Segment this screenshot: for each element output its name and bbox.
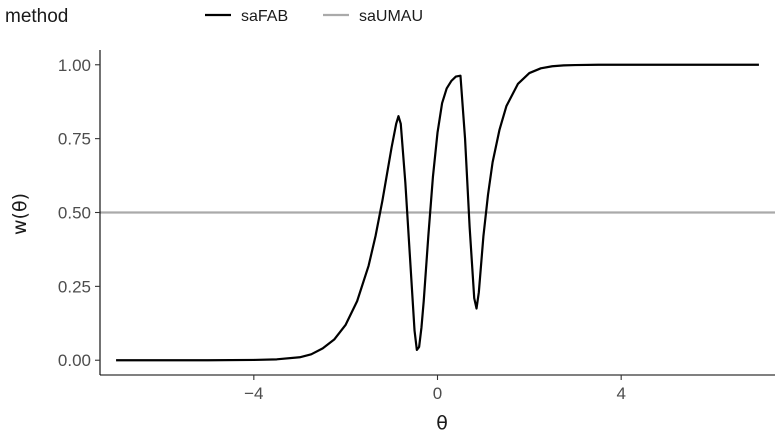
legend-title: method xyxy=(5,6,68,27)
y-tick-label: 0.00 xyxy=(58,351,91,370)
y-tick-label: 0.50 xyxy=(58,204,91,223)
y-tick-label: 1.00 xyxy=(58,56,91,75)
y-axis-ticks: 0.00 0.25 0.50 0.75 1.00 xyxy=(58,56,100,370)
x-tick-label: −4 xyxy=(244,384,263,403)
legend-label-saumau: saUMAU xyxy=(359,8,423,25)
x-axis-ticks: −4 0 4 xyxy=(244,375,626,403)
y-tick-label: 0.75 xyxy=(58,130,91,149)
x-tick-label: 4 xyxy=(616,384,625,403)
legend-label-safab: saFAB xyxy=(241,8,288,25)
legend: method saFAB saUMAU xyxy=(5,6,423,27)
plot-area xyxy=(100,63,775,362)
y-tick-label: 0.25 xyxy=(58,277,91,296)
y-axis-title: w(θ) xyxy=(9,193,31,235)
x-tick-label: 0 xyxy=(433,384,442,403)
series-line-safab xyxy=(116,63,759,362)
x-axis-title: θ xyxy=(436,412,448,434)
